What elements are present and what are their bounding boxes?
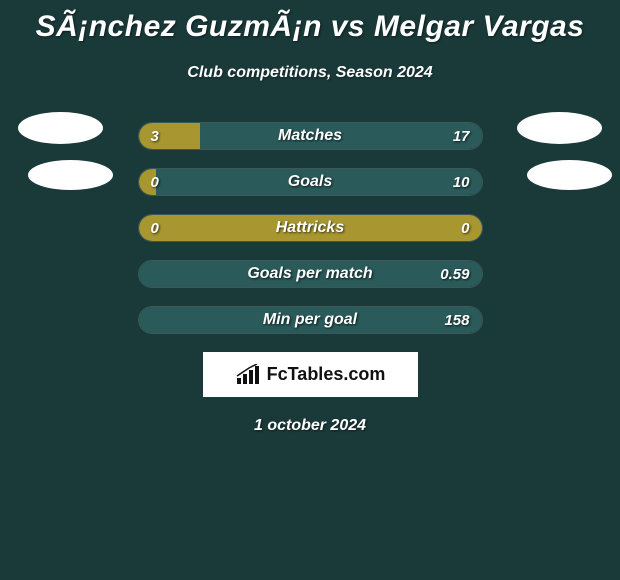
- bar-right-fill: [139, 261, 482, 287]
- logo-text: FcTables.com: [267, 364, 386, 385]
- bar-value-left: 0: [151, 215, 159, 241]
- bar-left-fill: [139, 215, 482, 241]
- bar-left-fill: [139, 123, 201, 149]
- date-label: 1 october 2024: [0, 417, 620, 435]
- bar-value-right: 10: [453, 169, 470, 195]
- bar-right-fill: [139, 307, 482, 333]
- bar-right-fill: [156, 169, 482, 195]
- bar-value-left: 0: [151, 169, 159, 195]
- chart-icon: [235, 364, 263, 386]
- bar-goals: 0 Goals 10: [138, 168, 483, 196]
- player1-avatar-top: [18, 112, 103, 144]
- bar-value-right: 0: [461, 215, 469, 241]
- subtitle: Club competitions, Season 2024: [0, 64, 620, 82]
- bar-hattricks: 0 Hattricks 0: [138, 214, 483, 242]
- bar-min-per-goal: Min per goal 158: [138, 306, 483, 334]
- bar-value-right: 17: [453, 123, 470, 149]
- player1-avatar-bottom: [28, 160, 113, 190]
- bar-matches: 3 Matches 17: [138, 122, 483, 150]
- bars-container: 3 Matches 17 0 Goals 10 0 Hattricks 0 Go…: [138, 122, 483, 334]
- bar-value-right: 158: [444, 307, 469, 333]
- bar-value-left: 3: [151, 123, 159, 149]
- comparison-chart: 3 Matches 17 0 Goals 10 0 Hattricks 0 Go…: [0, 122, 620, 435]
- player2-avatar-bottom: [527, 160, 612, 190]
- logo-box: FcTables.com: [203, 352, 418, 397]
- player2-avatar-top: [517, 112, 602, 144]
- page-title: SÃ¡nchez GuzmÃ¡n vs Melgar Vargas: [0, 0, 620, 44]
- bar-value-right: 0.59: [440, 261, 469, 287]
- bar-right-fill: [200, 123, 481, 149]
- bar-goals-per-match: Goals per match 0.59: [138, 260, 483, 288]
